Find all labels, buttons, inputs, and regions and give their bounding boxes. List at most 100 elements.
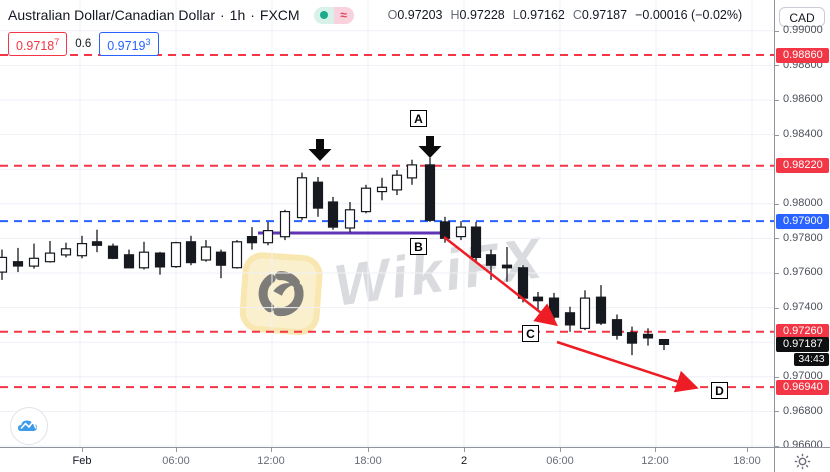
- ask-price-button[interactable]: 0.97193: [99, 32, 159, 57]
- candle-down: [642, 333, 654, 339]
- title-separator: ·: [220, 7, 225, 23]
- candle-down: [154, 252, 166, 268]
- price-tick: [775, 65, 779, 66]
- candle-down: [327, 201, 339, 228]
- candle-up: [579, 297, 591, 330]
- change-value: −0.00016 (−0.02%): [635, 8, 743, 22]
- spread-value: 0.6: [75, 38, 92, 51]
- exchange-label[interactable]: FXCM: [259, 7, 300, 23]
- down-arrow-icon[interactable]: [308, 139, 332, 161]
- candle-up: [170, 242, 182, 268]
- time-axis[interactable]: Feb 06:00 12:00 18:00 2 06:00 12:00 18:00: [0, 448, 774, 472]
- price-label: 0.97000: [783, 370, 823, 382]
- price-label: 0.97800: [783, 232, 823, 244]
- price-tick: [775, 100, 779, 101]
- market-status-pill[interactable]: ≈: [313, 6, 354, 24]
- price-tick: [775, 238, 779, 239]
- price-label: 0.98800: [783, 59, 823, 71]
- interval-label[interactable]: 1h: [229, 7, 246, 23]
- candle-up: [279, 211, 291, 238]
- candle-up: [406, 164, 418, 179]
- candle-up: [76, 243, 88, 257]
- candle-down: [123, 254, 135, 269]
- candle-down: [626, 332, 638, 344]
- time-tick: [747, 448, 748, 452]
- candle-down: [548, 297, 560, 318]
- red-arrow[interactable]: [443, 236, 558, 327]
- ohlc-readout: O0.97203 H0.97228 L0.97162 C0.97187 −0.0…: [388, 8, 743, 22]
- red-arrow[interactable]: [556, 340, 699, 393]
- price-badge: 0.98860: [776, 48, 829, 63]
- candle-down: [595, 296, 607, 324]
- time-label: Feb: [72, 455, 92, 467]
- open-value: 0.97203: [397, 8, 443, 22]
- symbol-title[interactable]: Australian Dollar/Canadian Dollar: [8, 7, 215, 23]
- candle-up: [28, 257, 40, 267]
- candle-up: [200, 246, 212, 261]
- candle-down: [107, 245, 119, 259]
- bar-countdown: 34:43: [794, 353, 829, 366]
- price-badge: 0.96940: [776, 380, 829, 395]
- down-arrow-icon[interactable]: [418, 136, 442, 158]
- price-axis[interactable]: CAD 0.99000 0.98800 0.98600 0.98400 0.98000 0…: [775, 0, 830, 472]
- label-B[interactable]: B: [410, 238, 427, 255]
- candle-up: [376, 186, 388, 193]
- candle-down: [12, 261, 24, 267]
- price-badge: 0.97187: [776, 337, 829, 352]
- low-value: 0.97162: [519, 8, 565, 22]
- axis-settings-gear-icon[interactable]: [794, 453, 811, 472]
- candle-up: [360, 187, 372, 213]
- candle-down: [470, 226, 482, 259]
- label-D[interactable]: D: [711, 382, 728, 399]
- close-label: C: [572, 8, 582, 22]
- open-label: O: [387, 8, 398, 22]
- price-label: 0.96600: [783, 439, 823, 451]
- candle-up: [391, 174, 403, 191]
- time-label: 06:00: [162, 455, 190, 467]
- price-label: 0.97400: [783, 301, 823, 313]
- price-tick: [775, 135, 779, 136]
- time-label: 18:00: [354, 455, 382, 467]
- price-tick: [775, 308, 779, 309]
- candle-up: [44, 252, 56, 263]
- time-tick: [560, 448, 561, 452]
- candle-up: [231, 241, 243, 269]
- high-value: 0.97228: [459, 8, 505, 22]
- candle-up: [60, 248, 72, 256]
- price-label: 0.98400: [783, 128, 823, 140]
- candle-down: [185, 241, 197, 264]
- high-label: H: [450, 8, 460, 22]
- low-label: L: [512, 8, 520, 22]
- label-C[interactable]: C: [522, 325, 539, 342]
- label-A[interactable]: A: [410, 110, 427, 127]
- candle-down: [215, 251, 227, 266]
- currency-button[interactable]: CAD: [779, 7, 825, 27]
- candle-down: [439, 221, 451, 239]
- price-tick: [775, 377, 779, 378]
- price-label: 0.98600: [783, 93, 823, 105]
- price-tick: [775, 411, 779, 412]
- price-badge: 0.97900: [776, 214, 829, 229]
- price-tick: [775, 446, 779, 447]
- candle-down: [312, 181, 324, 209]
- candle-up: [296, 177, 308, 219]
- time-tick: [368, 448, 369, 452]
- price-tick: [775, 204, 779, 205]
- title-separator: ·: [250, 7, 255, 23]
- candle-down: [564, 312, 576, 326]
- price-label: 0.96800: [783, 405, 823, 417]
- price-badge: 0.97260: [776, 324, 829, 339]
- candle-up: [344, 209, 356, 229]
- market-open-icon: [313, 6, 334, 24]
- price-tick: [775, 31, 779, 32]
- time-tick: [655, 448, 656, 452]
- candle-down: [501, 264, 513, 269]
- tradingview-logo-icon[interactable]: [10, 407, 48, 445]
- candle-up: [138, 251, 150, 269]
- bid-price-button[interactable]: 0.97187: [8, 32, 68, 57]
- time-label: 06:00: [546, 455, 574, 467]
- candle-up: [262, 230, 274, 244]
- price-label: 0.99000: [783, 24, 823, 36]
